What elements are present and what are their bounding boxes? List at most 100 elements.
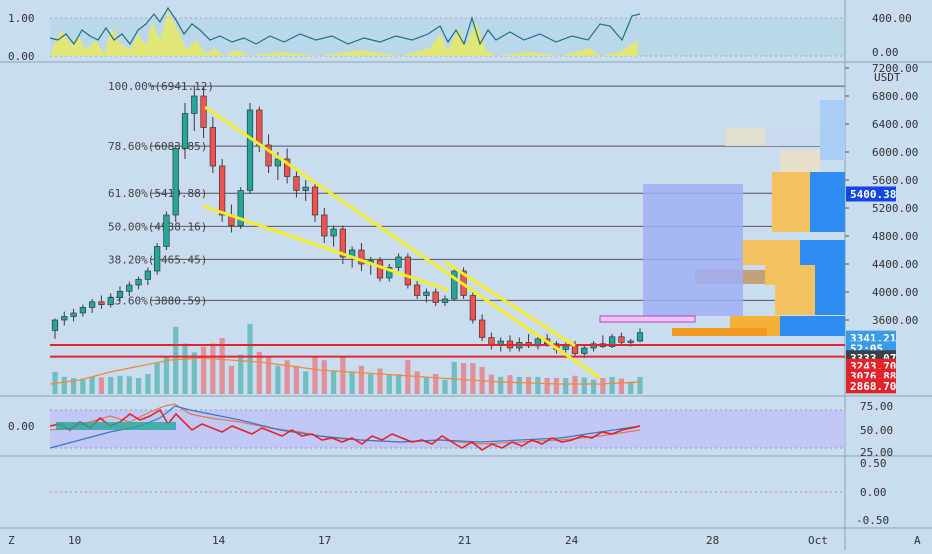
candle-body [172, 148, 179, 216]
volume-bar [247, 324, 253, 394]
volume-bar [600, 378, 606, 394]
volume-bar [460, 363, 467, 394]
fib-level-label: 50.00%(4938.16) [108, 220, 207, 233]
volume-bar [238, 354, 244, 394]
top-axis-tick: 400.00 [872, 12, 912, 25]
candle-body [432, 291, 439, 303]
volume-bar [358, 365, 365, 394]
vp-bar [672, 328, 767, 336]
candle-body [209, 127, 216, 167]
rsi-ma-line [49, 403, 641, 445]
rsi-line [49, 408, 641, 451]
volume-bar [544, 378, 550, 394]
price-axis-tick: 6800.00 [872, 90, 918, 103]
volume-bar [228, 365, 235, 394]
volume-bar [423, 376, 430, 394]
candle-body [265, 144, 272, 167]
vp-bar [815, 265, 845, 285]
candle-body [98, 301, 105, 305]
volume-bar [173, 326, 179, 394]
candle-body [479, 319, 486, 338]
time-axis[interactable]: Z 10 14 17 21 24 28 Oct A [8, 534, 921, 547]
top-left-tick: 0.00 [8, 50, 35, 63]
candle-body [395, 256, 402, 268]
top-axis-tick: 0.00 [872, 46, 899, 59]
candle-body [618, 336, 625, 343]
zoom-button[interactable]: Z [8, 534, 15, 547]
candle-body [116, 290, 124, 298]
vp-bar [780, 316, 845, 336]
price-label-text: 2868.70 [850, 380, 896, 393]
volume-bar [349, 371, 355, 394]
candle-body [191, 95, 198, 114]
price-label-text: 5400.38 [850, 188, 896, 201]
vp-bar [810, 172, 845, 232]
volume-bar [89, 376, 95, 394]
volume-bar [312, 357, 318, 394]
price-axis-tick: 4800.00 [872, 230, 918, 243]
volume-bar [535, 376, 541, 394]
candle-body [330, 228, 337, 237]
volume-bar [637, 376, 643, 394]
volume-bar [618, 378, 625, 394]
candle-body [154, 246, 161, 272]
candle-body [423, 291, 430, 296]
volume-bar [442, 379, 448, 394]
x-tick-label: 17 [318, 534, 331, 547]
top-left-tick: 1.00 [8, 12, 35, 25]
candle-body [376, 260, 384, 279]
candle-body [311, 186, 319, 216]
falling-wedge [202, 105, 601, 380]
volume-bar [293, 365, 300, 394]
volume-bar [377, 368, 383, 394]
candle-body [636, 332, 644, 342]
rsi-panel [49, 403, 845, 451]
candle-body [135, 279, 142, 286]
volume-bar [80, 378, 86, 394]
x-tick-label: 28 [706, 534, 719, 547]
vp-bar [815, 285, 845, 315]
volume-bar [98, 377, 105, 394]
volume-bar [451, 361, 457, 394]
pink-zone [599, 315, 696, 323]
volume-histogram [52, 324, 643, 394]
top-oscillator-line [49, 6, 641, 46]
price-axis-tick: 4000.00 [872, 286, 918, 299]
fib-level-label: 61.80%(5410.88) [108, 187, 207, 200]
price-axis-tick: 7200.00 [872, 62, 918, 75]
volume-bar [182, 343, 188, 394]
volume-bar [210, 343, 216, 394]
fibonacci-retracement: 100.00%(6941.12) 78.60%(6083.85) 61.80%(54… [108, 80, 845, 307]
auto-scale-button[interactable]: A [914, 534, 921, 547]
volume-bar [488, 374, 495, 394]
x-tick-label: Oct [808, 534, 828, 547]
volume-bar [516, 376, 522, 394]
volume-bar [303, 371, 309, 394]
candle-body [339, 228, 346, 258]
top-indicator-panel [49, 6, 845, 57]
volume-profile [672, 100, 845, 336]
rsi-axis-tick: 75.00 [860, 400, 893, 413]
volume-bar [386, 374, 392, 394]
wedge-upper-line [204, 105, 601, 380]
volume-bar [154, 363, 160, 394]
volume-bar [191, 352, 197, 394]
candle-body [61, 316, 68, 321]
price-label-box [846, 186, 896, 202]
candle-body [321, 214, 328, 237]
candle-body [488, 337, 495, 345]
fib-level-label: 23.60%(3880.59) [108, 294, 207, 307]
currency-label: USDT [874, 71, 901, 84]
rsi-left-tick: 0.00 [8, 420, 35, 433]
price-axis-tick: 3600.00 [872, 314, 918, 327]
x-tick-label: 14 [212, 534, 226, 547]
vp-bar [740, 240, 800, 265]
wedge-lower-line [202, 204, 449, 292]
volume-bar [275, 365, 281, 394]
x-tick-label: 21 [458, 534, 471, 547]
volume-bar [163, 357, 170, 394]
vp-bar [800, 240, 845, 265]
volume-bar [126, 376, 132, 394]
